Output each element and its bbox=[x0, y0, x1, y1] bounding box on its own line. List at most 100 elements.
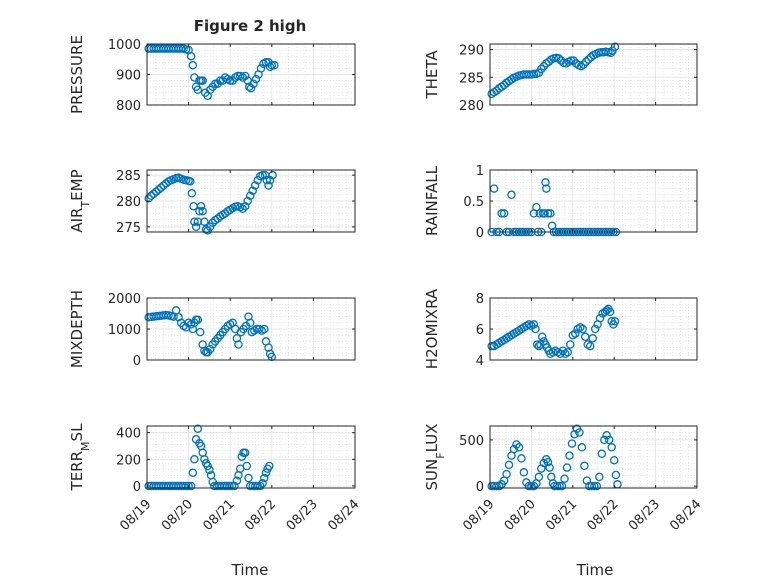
y-tick-label: 200 bbox=[116, 453, 141, 468]
data-point bbox=[242, 461, 252, 471]
data-point bbox=[539, 61, 549, 71]
data-point bbox=[562, 463, 572, 472]
data-point bbox=[563, 348, 573, 357]
y-tick-label: 1 bbox=[476, 164, 484, 179]
data-point bbox=[203, 461, 212, 471]
data-point bbox=[200, 217, 209, 226]
data-point bbox=[540, 209, 549, 218]
y-axis-label-part: SUN bbox=[423, 459, 441, 491]
data-point bbox=[541, 178, 550, 187]
subplot-2: 280 285 290 THETA bbox=[423, 42, 698, 114]
data-point bbox=[504, 460, 514, 470]
data-point bbox=[240, 201, 250, 211]
data-point bbox=[149, 189, 158, 199]
data-point bbox=[570, 430, 579, 439]
data-point bbox=[587, 481, 597, 491]
data-point bbox=[265, 461, 274, 471]
data-point bbox=[602, 431, 611, 440]
y-tick-label: 0 bbox=[133, 480, 141, 495]
y-axis-label-part: LUX bbox=[423, 424, 441, 453]
y-tick-label: 1000 bbox=[108, 323, 141, 338]
data-point bbox=[188, 468, 198, 477]
data-point bbox=[246, 83, 256, 93]
data-point bbox=[610, 317, 620, 326]
y-axis-label-part: TERR bbox=[68, 451, 86, 492]
y-tick-label: 1000 bbox=[108, 38, 141, 53]
data-point bbox=[205, 344, 215, 354]
data-point bbox=[487, 341, 496, 351]
x-axis-label-left: Time bbox=[231, 561, 269, 579]
y-axis-label-part: SL bbox=[68, 423, 86, 442]
data-point bbox=[507, 190, 516, 200]
y-axis-label: SUNFLUX bbox=[423, 424, 447, 491]
data-point bbox=[502, 469, 511, 479]
data-point bbox=[265, 176, 275, 185]
data-point bbox=[154, 185, 163, 194]
y-axis-label: THETA bbox=[423, 50, 441, 100]
data-point bbox=[529, 320, 539, 329]
data-point bbox=[262, 176, 272, 185]
data-point bbox=[240, 71, 250, 81]
data-point bbox=[188, 61, 198, 70]
data-point bbox=[512, 440, 521, 449]
data-point bbox=[577, 443, 587, 452]
data-point bbox=[184, 481, 193, 491]
data-point bbox=[255, 481, 265, 491]
data-point bbox=[190, 217, 199, 226]
data-point bbox=[251, 74, 261, 84]
data-point bbox=[560, 474, 569, 483]
y-tick-label: 280 bbox=[116, 195, 141, 210]
data-point bbox=[494, 481, 504, 491]
data-point bbox=[190, 455, 199, 464]
y-axis-label: AIRTEMP bbox=[68, 169, 92, 232]
data-point bbox=[571, 329, 580, 338]
subplot-4: 0 0.5 1 RAINFALL bbox=[423, 164, 698, 241]
data-point bbox=[545, 463, 554, 472]
data-point bbox=[181, 481, 191, 491]
data-point bbox=[580, 461, 589, 471]
y-axis-label: PRESSURE bbox=[68, 35, 86, 114]
data-point bbox=[198, 76, 207, 85]
plot-area bbox=[490, 426, 697, 488]
data-point bbox=[200, 455, 209, 464]
y-axis-label-part: RAINFALL bbox=[423, 165, 441, 236]
data-point bbox=[595, 472, 604, 482]
data-point bbox=[268, 170, 277, 180]
y-axis-label-part: H2OMIXRA bbox=[423, 288, 441, 369]
data-point bbox=[592, 481, 602, 491]
data-point bbox=[567, 439, 577, 448]
y-axis-label-subscript: F bbox=[434, 452, 447, 458]
data-point bbox=[588, 334, 597, 343]
data-point bbox=[600, 435, 609, 445]
data-point bbox=[532, 340, 542, 349]
data-point bbox=[537, 64, 546, 74]
axes-box bbox=[489, 43, 698, 106]
data-point bbox=[260, 324, 269, 334]
data-point bbox=[193, 424, 203, 433]
subplot-5: 0 1000 2000 MIXDEPTH bbox=[68, 290, 356, 369]
data-point bbox=[198, 207, 207, 216]
data-point bbox=[253, 481, 262, 491]
y-tick-label: 900 bbox=[116, 69, 141, 84]
y-axis-label-part: PRESSURE bbox=[68, 35, 86, 114]
data-point bbox=[529, 481, 539, 491]
data-point bbox=[193, 85, 203, 95]
subplot-1: 800 900 1000 PRESSURE bbox=[68, 35, 356, 114]
y-axis-label-part: MIXDEPTH bbox=[68, 290, 86, 368]
subplot-3: 275 280 285 AIRTEMP bbox=[68, 169, 356, 236]
data-point bbox=[186, 177, 195, 186]
data-point bbox=[590, 481, 599, 491]
data-point bbox=[260, 473, 269, 483]
y-tick-label: 800 bbox=[116, 99, 141, 114]
y-tick-label: 400 bbox=[116, 427, 141, 442]
data-point bbox=[585, 341, 595, 351]
data-point bbox=[509, 444, 519, 454]
data-point bbox=[248, 186, 257, 195]
y-tick-label: 290 bbox=[459, 44, 484, 59]
data-point bbox=[605, 307, 615, 317]
y-tick-label: 285 bbox=[459, 71, 484, 86]
y-axis-label: RAINFALL bbox=[423, 165, 441, 236]
data-point bbox=[609, 455, 619, 465]
